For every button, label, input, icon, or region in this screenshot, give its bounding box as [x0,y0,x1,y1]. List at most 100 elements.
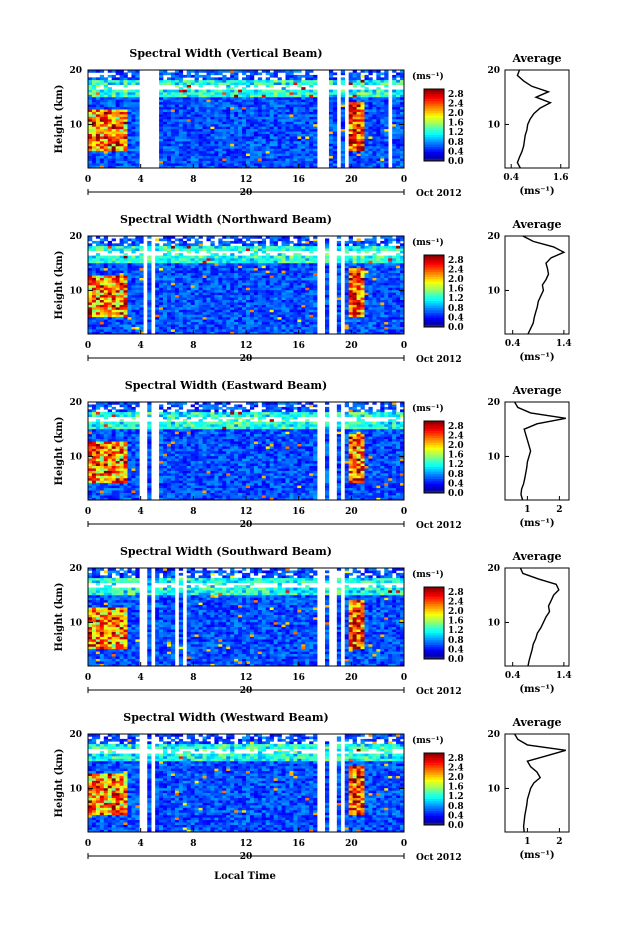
heatmap-cell [273,155,278,159]
heatmap-cell [186,150,191,154]
heatmap-cell [253,285,259,288]
heatmap-cell [246,321,251,325]
heatmap-cell [95,96,101,100]
heatmap-cell [95,285,101,288]
heatmap-cell [400,150,405,154]
heatmap-cell [131,329,136,332]
heatmap-cell [261,255,267,259]
heatmap-cell [115,270,120,274]
heatmap-cell [238,160,243,164]
heatmap-cell [364,163,369,166]
heatmap-cell [230,280,235,283]
heatmap-cell [289,331,294,335]
heatmap-cell [103,114,109,117]
heatmap-cell [352,114,357,117]
heatmap-cell [115,280,120,283]
heatmap-cell [88,109,93,112]
heatmap-cell [182,265,188,269]
heatmap-cell [88,136,93,139]
heatmap-cell [238,111,243,115]
heatmap-cell [305,262,310,266]
heatmap-cell [222,82,227,85]
heatmap-cell [249,160,255,164]
heatmap-cell [372,158,377,161]
heatmap-cell [91,77,97,81]
heatmap-cell [170,309,176,313]
heatmap-cell [297,294,302,298]
heatmap-cell [127,106,132,110]
heatmap-cell [293,131,298,134]
heatmap-cell [261,307,267,310]
heatmap-cell [301,89,306,93]
heatmap-cell [186,331,191,335]
heatmap-cell [356,326,361,330]
heatmap-cell [88,236,93,239]
heatmap-cell [273,133,278,137]
heatmap-cell [95,148,101,152]
heatmap-cell [214,265,219,269]
heatmap-cell [356,311,361,315]
heatmap-cell [301,236,306,239]
heatmap-cell [206,265,211,269]
heatmap-cell [107,270,112,274]
heatmap-cell [305,309,310,313]
heatmap-cell [127,121,132,125]
heatmap-cell [155,294,160,298]
heatmap-cell [269,316,274,320]
heatmap-cell [368,128,373,132]
heatmap-cell [257,109,263,112]
heatmap-cell [182,123,188,127]
heatmap-cell [178,319,184,323]
heatmap-cell [273,136,278,139]
heatmap-cell [400,163,405,166]
heatmap-cell [285,326,290,330]
heatmap-cell [88,319,93,323]
heatmap-cell [380,72,385,76]
heatmap-cell [253,292,259,296]
heatmap-cell [301,309,306,313]
heatmap-cell [281,153,286,157]
heatmap-cell [186,143,191,147]
heatmap-cell [107,285,112,288]
heatmap-cell [293,109,298,112]
heatmap-cell [111,245,116,249]
heatmap-cell [281,89,286,93]
heatmap-cell [210,243,215,247]
heatmap-cell [360,141,365,144]
heatmap-cell [174,253,180,256]
heatmap-cell [261,163,267,166]
heatmap-cell [198,155,203,159]
heatmap-cell [352,280,357,283]
heatmap-cell [257,96,263,100]
heatmap-cell [352,92,357,95]
heatmap-cell [91,136,97,139]
heatmap-cell [261,123,267,127]
heatmap-cell [119,272,124,276]
heatmap-cell [103,143,109,147]
heatmap-cell [400,160,405,164]
heatmap-cell [257,114,263,117]
heatmap-cell [309,321,314,325]
heatmap-cell [99,99,105,103]
heatmap-cell [194,248,199,251]
heatmap-cell [305,289,310,293]
heatmap-cell [186,153,191,157]
heatmap-cell [356,245,361,249]
heatmap-cell [396,126,401,130]
heatmap-cell [234,114,239,117]
heatmap-cell [214,280,219,283]
heatmap-cell [265,136,270,139]
heatmap-cell [206,326,211,330]
heatmap-cell [135,307,140,310]
heatmap-cell [242,326,247,330]
heatmap-cell [218,270,223,274]
heatmap-cell [293,126,298,130]
heatmap-cell [348,138,353,142]
heatmap-cell [174,285,180,288]
heatmap-cell [119,101,124,105]
heatmap-cell [400,101,405,105]
heatmap-cell [340,138,346,142]
heatmap-cell [265,121,270,125]
heatmap-cell [135,311,140,315]
heatmap-cell [119,240,124,244]
